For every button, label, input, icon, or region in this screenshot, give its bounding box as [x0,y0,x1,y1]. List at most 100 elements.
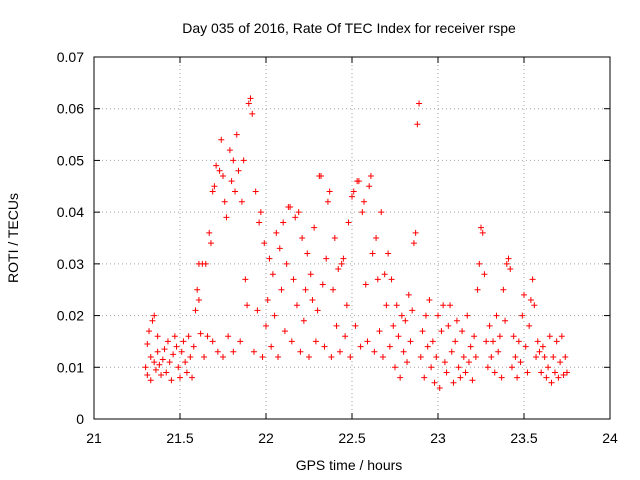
data-point [187,353,194,360]
data-point [448,348,455,355]
data-point [263,322,269,329]
data-point [328,353,335,360]
data-point [502,317,509,324]
data-point [495,348,502,355]
data-point [438,328,445,335]
data-point [429,338,436,345]
data-point [300,317,307,324]
data-point [459,328,466,335]
data-point [345,219,352,226]
data-point [359,209,366,216]
data-point [259,353,266,360]
data-point [336,348,343,355]
data-point [402,317,409,324]
data-point [338,260,345,267]
data-point [302,286,309,293]
data-point [424,343,431,350]
data-point [211,183,218,190]
data-point [154,333,161,340]
data-point [159,356,166,363]
data-point [367,172,374,179]
data-point [220,172,226,179]
y-tick-label: 0.01 [57,359,84,375]
data-point [426,297,433,304]
data-point [562,353,569,360]
data-point [287,203,294,210]
data-point [142,364,149,371]
data-point [276,245,283,252]
data-point [524,369,531,376]
data-point [209,188,216,195]
data-point [333,322,340,329]
data-point [548,379,555,386]
data-point [457,374,464,381]
data-point [484,364,491,371]
data-point [209,338,216,345]
data-point [486,322,493,329]
data-point [433,353,440,360]
data-point [330,286,337,293]
data-point [539,343,546,350]
data-point [197,330,204,337]
data-point [385,250,392,257]
data-point [521,291,527,298]
data-point [533,353,540,360]
data-point [407,338,414,345]
data-point [281,328,288,335]
y-axis-label: ROTI / TECUs [5,193,21,283]
data-point [271,312,278,319]
y-tick-label: 0.05 [57,152,84,168]
data-point [233,131,240,138]
x-tick-label: 23 [430,430,446,446]
data-point [201,353,208,360]
data-point [362,281,369,288]
data-point [512,353,519,360]
data-point [467,343,474,350]
data-point [546,333,553,340]
data-point [173,343,180,350]
data-point [479,229,486,236]
data-point [369,250,376,257]
data-point [379,353,386,360]
data-point [204,333,211,340]
data-point [335,266,342,273]
y-tick-labels: 0 0.01 0.02 0.03 0.04 0.05 0.06 0.07 [57,49,84,427]
data-point [232,188,239,195]
data-point [266,255,273,262]
data-point [361,198,368,205]
data-point [190,343,197,350]
data-point [269,271,276,278]
data-point [213,162,220,169]
data-point [247,95,254,102]
data-point [519,312,526,319]
data-point [557,359,564,366]
y-tick-label: 0.04 [57,204,84,220]
data-point [476,260,483,267]
data-point [526,322,533,329]
data-point [237,338,244,345]
data-point [431,379,438,386]
data-point [383,302,390,309]
data-point [531,302,538,309]
data-point [503,260,510,267]
data-point [496,333,503,340]
data-point [152,366,159,373]
data-point [144,341,151,348]
data-point [280,219,287,226]
data-point [558,333,565,340]
data-point [529,276,536,283]
data-point [321,343,328,350]
data-point [214,348,221,355]
data-point [555,374,562,381]
data-point [195,297,202,304]
data-point [242,276,249,283]
data-point [483,338,490,345]
data-point [422,312,429,319]
data-point [261,240,268,247]
data-point [417,353,424,360]
data-point [515,338,522,345]
data-point [158,372,165,379]
data-point [500,286,507,293]
data-point [290,276,297,283]
x-tick-label: 23.5 [510,430,537,446]
